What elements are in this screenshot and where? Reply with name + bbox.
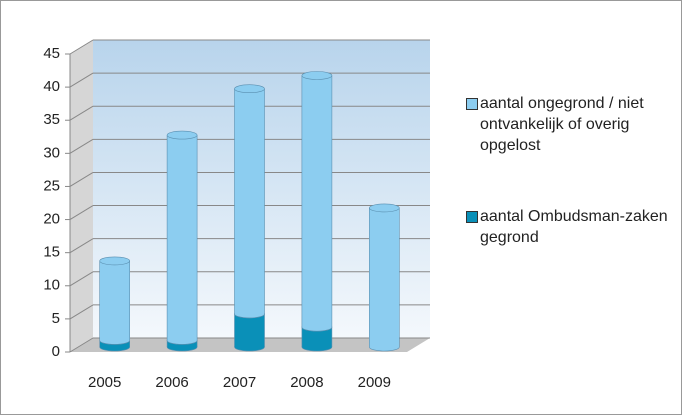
x-tick-label: 2006 <box>155 374 188 391</box>
legend-label: aantal ongegrond / niet ontvankelijk of … <box>480 95 644 154</box>
cylinder-body <box>167 135 198 341</box>
bar-segment <box>368 203 400 352</box>
grid-line <box>69 72 94 88</box>
cylinder-top <box>368 203 400 213</box>
grid-line <box>69 304 94 320</box>
cylinder-body <box>301 327 332 347</box>
y-tick-label: 10 <box>43 277 60 294</box>
x-tick-label: 2007 <box>223 374 256 391</box>
cylinder-top <box>166 130 198 140</box>
grid-line <box>69 205 94 220</box>
grid-line <box>69 238 94 254</box>
cylinder-top <box>99 256 130 266</box>
cylinder-body <box>234 313 265 347</box>
x-tick-label: 2008 <box>290 374 323 391</box>
grid-line <box>69 172 94 187</box>
y-tick-label: 20 <box>43 211 60 228</box>
y-tick-label: 45 <box>43 45 60 62</box>
y-tick-label: 0 <box>52 343 60 360</box>
cylinder-body <box>301 75 332 328</box>
y-tick-label: 30 <box>43 144 60 161</box>
side-wall <box>70 40 93 352</box>
cylinder-body <box>99 260 130 341</box>
bar-segment <box>166 130 198 345</box>
y-tick-label: 5 <box>52 310 60 327</box>
y-tick-label: 35 <box>43 111 60 128</box>
cylinder-body <box>369 207 400 347</box>
legend-swatch <box>466 211 478 223</box>
grid-line <box>69 39 94 55</box>
x-tick-label: 2009 <box>358 374 391 391</box>
grid-line <box>69 271 94 287</box>
x-tick-label: 2005 <box>88 374 121 391</box>
y-tick-label: 15 <box>43 244 60 261</box>
bar-segment <box>301 71 333 332</box>
y-tick-label: 40 <box>43 78 60 95</box>
bar-segment <box>99 256 130 345</box>
grid-line <box>69 138 94 154</box>
cylinder-body <box>234 88 265 314</box>
grid-line <box>69 337 94 353</box>
legend-swatch <box>466 98 478 110</box>
bar-segment <box>234 84 265 319</box>
legend-label: aantal Ombudsman-zaken gegrond <box>480 208 668 246</box>
cylinder-top <box>234 84 265 94</box>
grid-line <box>69 105 94 121</box>
cylinder-top <box>301 71 333 80</box>
y-tick-label: 25 <box>43 177 60 194</box>
